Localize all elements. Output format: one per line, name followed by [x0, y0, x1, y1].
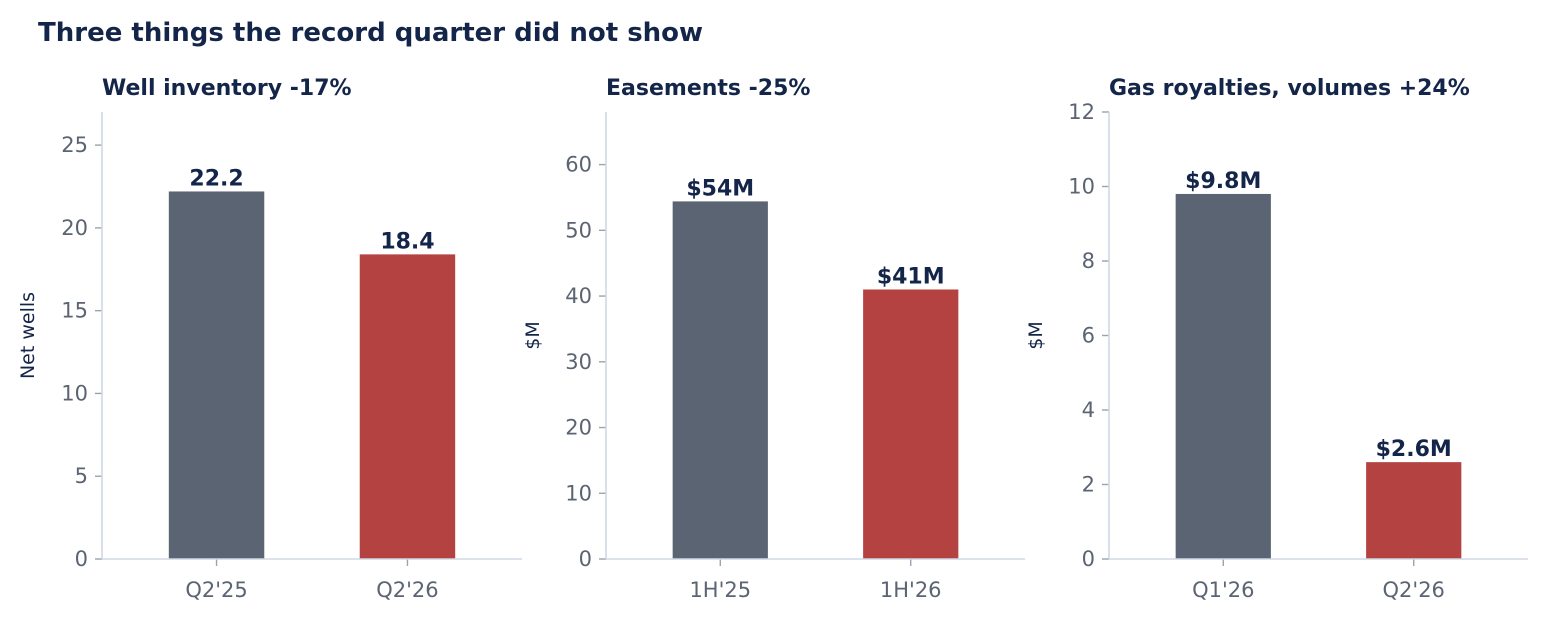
data-label-easements-1: $41M: [877, 264, 945, 289]
panel-title-easements: Easements -25%: [606, 76, 810, 101]
plot-area-well-inventory: 22.2 Q2'25 18.4 Q2'26 0 5 10 15 20 25 Net wells: [17, 112, 522, 602]
y-tick-label-easements-3: 30: [565, 350, 592, 374]
y-tick-label-easements-5: 50: [565, 218, 592, 242]
data-label-well-inventory-0: 22.2: [189, 166, 243, 191]
panel-gas-royalties: Gas royalties, volumes +24% $9.8M Q1'26 $2…: [1025, 76, 1528, 602]
plot-area-easements: $54M 1H'25 $41M 1H'26 0 10 20 30 40 50 60 $M: [522, 112, 1025, 602]
y-tick-label-well-inventory-5: 25: [61, 133, 88, 157]
bar-well-inventory-prior: [168, 191, 265, 559]
y-axis-label-well-inventory: Net wells: [17, 292, 39, 379]
y-tick-label-easements-2: 20: [565, 416, 592, 440]
y-tick-label-gas-royalties-1: 2: [1082, 473, 1095, 497]
x-tick-label-gas-royalties-0: Q1'26: [1192, 578, 1254, 602]
y-tick-label-easements-1: 10: [565, 481, 592, 505]
x-tick-label-well-inventory-1: Q2'26: [376, 578, 438, 602]
data-label-gas-royalties-1: $2.6M: [1376, 437, 1452, 462]
y-axis-label-gas-royalties: $M: [1025, 321, 1047, 349]
x-tick-label-well-inventory-0: Q2'25: [185, 578, 247, 602]
x-tick-label-easements-1: 1H'26: [880, 578, 942, 602]
y-tick-label-gas-royalties-2: 4: [1082, 398, 1095, 422]
y-tick-label-gas-royalties-4: 8: [1082, 249, 1095, 273]
panel-title-gas-royalties: Gas royalties, volumes +24%: [1109, 76, 1470, 101]
data-label-well-inventory-1: 18.4: [380, 229, 434, 254]
panel-title-well-inventory: Well inventory -17%: [102, 76, 352, 101]
panel-easements: Easements -25% $54M 1H'25 $41M 1H'26 0 10 20 30…: [522, 76, 1025, 602]
bar-gas-royalties-current: [1366, 462, 1462, 559]
x-tick-label-gas-royalties-1: Q2'26: [1383, 578, 1445, 602]
data-label-gas-royalties-0: $9.8M: [1185, 169, 1261, 194]
y-tick-label-gas-royalties-0: 0: [1082, 547, 1095, 571]
y-tick-label-easements-4: 40: [565, 284, 592, 308]
y-tick-label-well-inventory-1: 5: [75, 464, 88, 488]
y-tick-label-easements-0: 0: [579, 547, 592, 571]
bar-well-inventory-current: [359, 254, 456, 559]
bar-gas-royalties-prior: [1175, 193, 1271, 559]
figure-title: Three things the record quarter did not …: [38, 18, 703, 48]
bar-easements-prior: [672, 201, 768, 559]
bar-easements-current: [863, 289, 959, 559]
data-label-easements-0: $54M: [686, 176, 754, 201]
y-tick-label-gas-royalties-3: 6: [1082, 324, 1095, 348]
y-tick-label-gas-royalties-6: 12: [1068, 100, 1095, 124]
y-tick-label-well-inventory-2: 10: [61, 381, 88, 405]
y-tick-label-well-inventory-4: 20: [61, 216, 88, 240]
y-axis-label-easements: $M: [522, 321, 544, 349]
y-tick-label-easements-6: 60: [565, 153, 592, 177]
y-tick-label-gas-royalties-5: 10: [1068, 175, 1095, 199]
x-tick-label-easements-0: 1H'25: [689, 578, 751, 602]
y-tick-label-well-inventory-3: 15: [61, 299, 88, 323]
y-tick-label-well-inventory-0: 0: [75, 547, 88, 571]
plot-area-gas-royalties: $9.8M Q1'26 $2.6M Q2'26 0 2 4 6 8 10 12 $M: [1025, 100, 1528, 602]
panel-well-inventory: Well inventory -17% 22.2 Q2'25 18.4 Q2'26 0 5…: [17, 76, 522, 602]
